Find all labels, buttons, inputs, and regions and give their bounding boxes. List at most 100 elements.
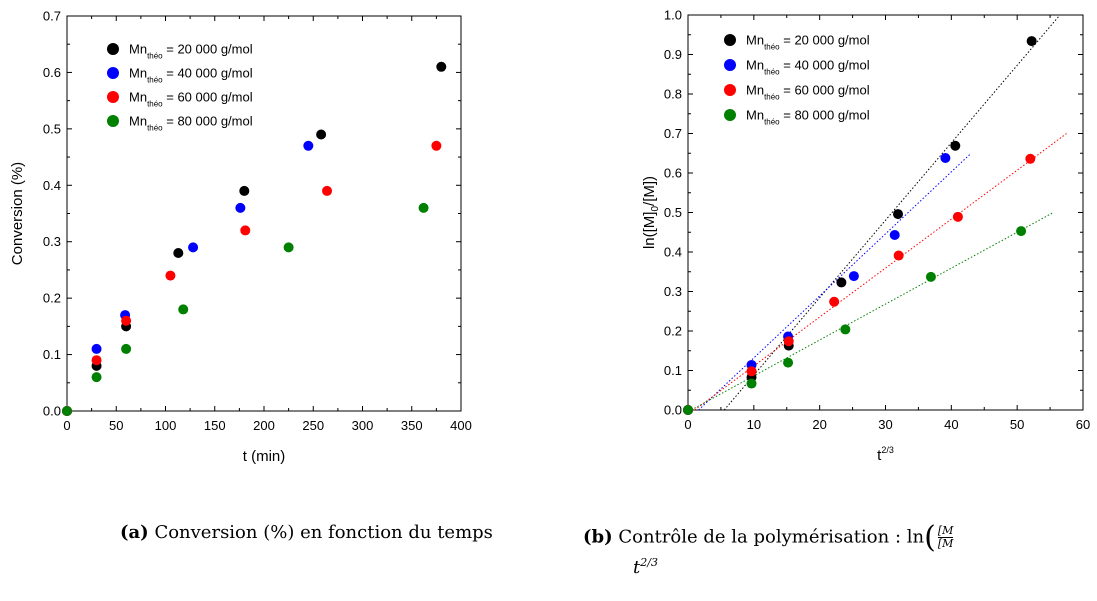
caption-b: (b) Contrôle de la polymérisation : ln([… (583, 520, 954, 555)
data-point (121, 343, 132, 354)
caption-b-frac-num: [M (937, 524, 954, 538)
caption-b-tag: (b) (583, 526, 613, 548)
data-point (683, 405, 693, 415)
y-tick-label: 1.0 (664, 8, 682, 23)
caption-b-line2-base: t (633, 557, 641, 578)
fit-line (698, 152, 972, 411)
x-tick-label: 150 (204, 418, 226, 433)
data-point (893, 209, 904, 220)
chart-b-kinetics: 0 10 20 30 40 50 60 0.0 0.1 0.2 0.3 0.4 0.5 0.6 0.7 0.8… (641, 8, 1090, 465)
data-point (121, 315, 132, 326)
data-point (165, 270, 176, 281)
caption-b-line2: t2/3 (633, 556, 658, 578)
data-point (431, 140, 442, 151)
y-tick-label: 0.5 (43, 121, 61, 136)
legend-label: Mnthéo = 40 000 g/mol (746, 58, 870, 77)
x-tick-label: 20 (812, 417, 826, 432)
caption-b-frac-den: [M (937, 537, 954, 550)
legend-label: Mnthéo = 60 000 g/mol (129, 90, 253, 109)
caption-a-tag: (a) (120, 522, 149, 543)
caption-b-paren: ( (924, 520, 936, 555)
data-point (940, 152, 951, 163)
caption-a-text: Conversion (%) en fonction du temps (154, 522, 493, 543)
data-point (178, 304, 189, 315)
caption-a: (a) Conversion (%) en fonction du temps (120, 522, 493, 543)
data-point (1026, 36, 1037, 47)
y-tick-label: 0.7 (43, 9, 61, 24)
data-point (1016, 226, 1027, 237)
x-tick-label: 100 (155, 418, 177, 433)
data-point (952, 211, 963, 222)
data-point (240, 225, 251, 236)
x-tick-label: 250 (302, 418, 324, 433)
x-tick-label: 200 (253, 418, 275, 433)
data-point (925, 271, 936, 282)
y-tick-label: 0.7 (664, 126, 682, 141)
legend-marker (107, 43, 119, 55)
data-point (840, 324, 851, 335)
legend-label: Mnthéo = 20 000 g/mol (746, 33, 870, 52)
x-tick-label: 0 (684, 417, 691, 432)
y-tick-label: 0.0 (664, 403, 682, 418)
legend-marker (724, 34, 736, 46)
y-axis-title: Conversion (%) (9, 162, 26, 265)
x-tick-label: 350 (401, 418, 423, 433)
y-tick-label: 0.3 (43, 234, 61, 249)
data-point (783, 357, 794, 368)
data-point (316, 129, 327, 140)
y-tick-label: 0.1 (664, 363, 682, 378)
x-tick-label: 300 (352, 418, 374, 433)
data-point (303, 140, 314, 151)
legend-marker (724, 59, 736, 71)
data-point (1025, 153, 1036, 164)
data-point (746, 378, 757, 389)
y-tick-label: 0.0 (43, 404, 61, 419)
y-tick-label: 0.4 (664, 245, 682, 260)
legend-label: Mnthéo = 60 000 g/mol (746, 83, 870, 102)
data-point (322, 185, 333, 196)
x-tick-label: 30 (878, 417, 892, 432)
caption-b-fraction: [M [M (937, 524, 954, 550)
data-point (889, 230, 900, 241)
data-point (188, 242, 199, 253)
data-point (235, 202, 246, 213)
legend-label: Mnthéo = 80 000 g/mol (746, 108, 870, 127)
data-point (893, 250, 904, 261)
data-point (836, 277, 847, 288)
data-point (173, 248, 184, 258)
plot-frame (687, 14, 1084, 411)
fit-line (691, 212, 1054, 411)
chart-a-conversion: 0 50 100 150 200 250 300 350 400 0.0 0.1 0.2 0.3 0.4 0… (9, 9, 472, 466)
data-point (418, 202, 429, 213)
data-point (91, 343, 102, 354)
legend-marker (724, 109, 736, 121)
x-tick-label: 50 (109, 418, 123, 433)
x-tick-label: 40 (944, 417, 958, 432)
caption-b-line2-sup: 2/3 (640, 556, 658, 569)
legend-label: Mnthéo = 80 000 g/mol (129, 114, 253, 133)
y-tick-label: 0.1 (43, 347, 61, 362)
data-point (746, 366, 757, 377)
data-point (848, 271, 859, 282)
data-point (783, 336, 794, 347)
y-tick-label: 0.2 (43, 291, 61, 306)
y-tick-label: 0.5 (664, 205, 682, 220)
legend-label: Mnthéo = 20 000 g/mol (129, 42, 253, 61)
legend-marker (724, 84, 736, 96)
legend-marker (107, 115, 119, 127)
y-tick-label: 0.6 (43, 65, 61, 80)
y-tick-label: 0.6 (664, 166, 682, 181)
x-tick-label: 400 (450, 418, 472, 433)
x-tick-label: 0 (63, 418, 70, 433)
x-axis-title: t2/3 (877, 445, 894, 464)
data-point (950, 140, 961, 151)
legend-label: Mnthéo = 40 000 g/mol (129, 66, 253, 85)
data-point (91, 372, 102, 383)
x-axis-title: t (min) (243, 448, 286, 465)
y-axis-title: ln([M]0/[M]) (641, 176, 661, 249)
legend-marker (107, 91, 119, 103)
data-point (62, 406, 72, 416)
y-tick-label: 0.4 (43, 178, 61, 193)
fit-line (723, 14, 1061, 411)
